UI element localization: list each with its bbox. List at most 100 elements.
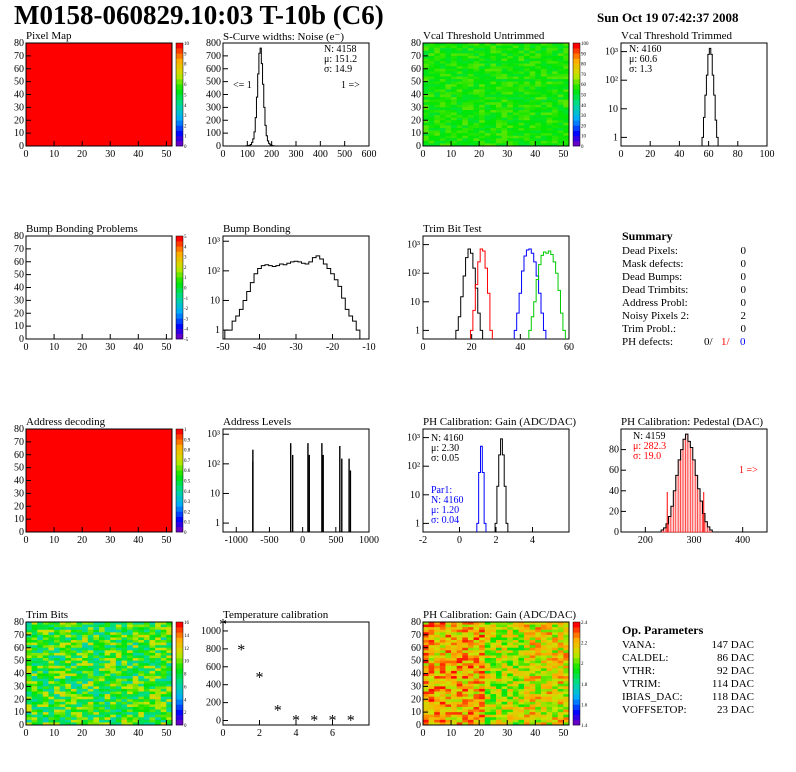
heatmap-cell xyxy=(456,48,463,52)
heatmap-cell xyxy=(127,709,133,713)
heatmap-cell xyxy=(507,97,514,100)
heatmap-cell xyxy=(428,629,435,633)
heatmap-cell xyxy=(451,714,457,718)
heatmap-cell xyxy=(70,642,77,646)
heatmap-cell xyxy=(456,140,463,144)
heatmap-cell xyxy=(546,66,553,70)
heatmap-cell xyxy=(473,722,480,726)
heatmap-cell xyxy=(462,112,469,116)
heatmap-cell xyxy=(31,691,38,695)
heatmap-cell xyxy=(48,717,55,721)
heatmap-cell xyxy=(99,681,105,685)
heatmap-cell xyxy=(557,140,564,144)
heatmap-cell xyxy=(546,665,553,669)
heatmap-cell xyxy=(31,647,38,651)
stats-text: μ: 60.6 xyxy=(629,54,657,65)
heatmap-cell xyxy=(138,691,145,695)
x-tick-label: 80 xyxy=(733,149,743,160)
x-tick-label: 10 xyxy=(49,342,59,353)
heatmap-cell xyxy=(479,678,486,682)
heatmap-cell xyxy=(138,681,145,685)
heatmap-cell xyxy=(473,640,480,643)
heatmap-cell xyxy=(451,652,457,656)
heatmap-cell xyxy=(467,117,474,121)
heatmap-cell xyxy=(552,135,559,139)
heatmap-cell xyxy=(484,686,491,690)
heatmap-cell xyxy=(31,699,38,703)
heatmap-cell xyxy=(76,647,83,651)
heatmap-cell xyxy=(490,127,497,131)
heatmap-cell xyxy=(546,704,553,708)
heatmap-cell xyxy=(451,642,457,646)
heatmap-cell xyxy=(490,665,497,669)
heatmap-cell xyxy=(467,665,474,669)
heatmap-cell xyxy=(557,676,564,679)
palette-cell xyxy=(176,99,183,106)
heatmap-cell xyxy=(507,652,514,656)
heatmap-cell xyxy=(467,84,474,88)
heatmap-cell xyxy=(546,627,553,631)
heatmap-cell xyxy=(434,637,441,641)
heatmap-cell xyxy=(99,696,105,700)
y-tick-label: 1000 xyxy=(201,626,221,637)
heatmap-cell xyxy=(496,678,502,682)
palette-tick-label: 0.6 xyxy=(184,469,191,474)
palette-tick-label: 10 xyxy=(184,42,190,47)
x-tick-label: 300 xyxy=(289,149,304,160)
heatmap-cell xyxy=(434,61,441,64)
heatmap-cell xyxy=(423,650,429,654)
heatmap-cell xyxy=(138,624,145,628)
heatmap-cell xyxy=(563,133,570,136)
heatmap-cell xyxy=(557,97,564,100)
heatmap-cell xyxy=(59,665,66,669)
heatmap-cell xyxy=(82,709,89,713)
heatmap-cell xyxy=(563,125,570,129)
heatmap-cell xyxy=(155,622,162,625)
heatmap-cell xyxy=(462,73,469,77)
heatmap-cell xyxy=(76,706,83,710)
heatmap-cell xyxy=(110,699,117,703)
heatmap-cell xyxy=(76,701,83,705)
palette-tick-label: 6 xyxy=(184,685,187,690)
heatmap-cell xyxy=(42,652,49,656)
heatmap-cell xyxy=(524,709,530,713)
heatmap-cell xyxy=(484,624,491,628)
x-tick-label: 50 xyxy=(161,342,171,353)
heatmap-cell xyxy=(428,655,435,659)
heatmap-cell xyxy=(26,706,32,710)
heatmap-cell xyxy=(496,133,502,136)
heatmap-cell xyxy=(434,55,441,59)
heatmap-cell xyxy=(479,722,486,726)
heatmap-cell xyxy=(439,130,446,134)
palette-tick-label: 16 xyxy=(184,621,190,626)
heatmap-cell xyxy=(490,58,497,62)
heatmap-cell xyxy=(467,722,474,726)
heatmap-cell xyxy=(473,676,480,679)
heatmap-cell xyxy=(456,107,463,111)
palette-tick-label: 1.6 xyxy=(581,703,588,708)
heatmap-cell xyxy=(26,686,32,690)
heatmap-cell xyxy=(546,71,553,75)
heatmap-cell xyxy=(490,91,497,95)
heatmap-cell xyxy=(467,650,474,654)
heatmap-cell xyxy=(518,43,525,46)
heatmap-cell xyxy=(456,642,463,646)
heatmap-cell xyxy=(110,712,117,715)
heatmap-cell xyxy=(160,704,167,708)
heatmap-cell xyxy=(563,706,570,710)
heatmap-cell xyxy=(462,681,469,685)
y-tick-label: 0 xyxy=(216,141,221,152)
heatmap-cell xyxy=(473,691,480,695)
heatmap-cell xyxy=(462,719,469,723)
heatmap-cell xyxy=(512,706,519,710)
x-tick-label: 0 xyxy=(221,728,226,739)
heatmap-cell xyxy=(42,694,49,697)
palette-cell xyxy=(573,694,580,700)
heatmap-cell xyxy=(127,655,133,659)
heatmap-cell xyxy=(42,722,49,726)
heatmap-cell xyxy=(507,58,514,62)
heatmap-cell xyxy=(540,640,547,643)
heatmap-cell xyxy=(428,94,435,98)
heatmap-cell xyxy=(115,676,122,679)
heatmap-cell xyxy=(70,683,77,687)
